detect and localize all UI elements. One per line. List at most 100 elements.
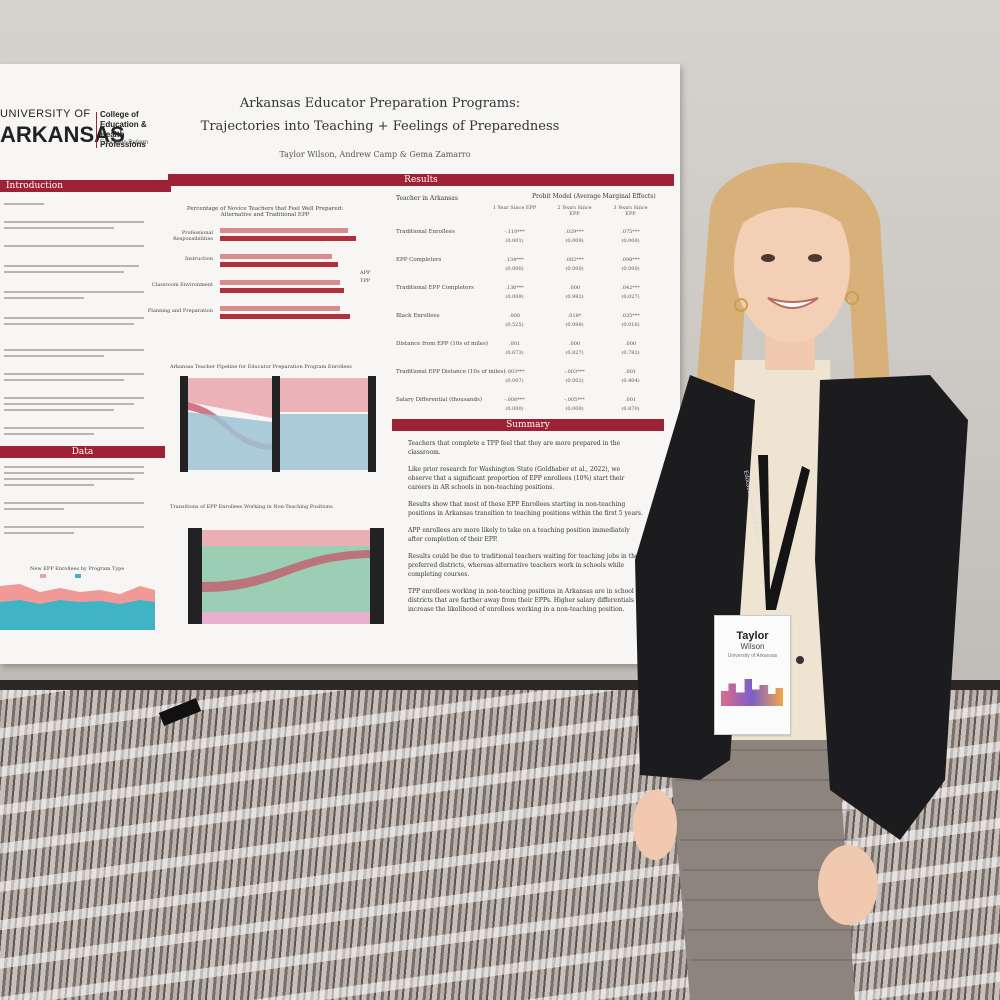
summary-item-5: Results could be due to traditional teac… bbox=[408, 553, 644, 578]
summary-item-3: Results show that most of these EPP Enro… bbox=[408, 501, 643, 517]
logo-university: UNIVERSITY OF bbox=[0, 108, 91, 120]
table-cell-value: .000 bbox=[624, 341, 637, 347]
area-legend-swatch-app bbox=[40, 574, 46, 578]
table-col-3: 3 Years Since EPP bbox=[613, 205, 648, 217]
summary-item-1: Teachers that complete a TPP feel that t… bbox=[408, 440, 621, 456]
table-cell-se: (0.001) bbox=[505, 238, 524, 244]
table-cell-value: .042*** bbox=[621, 285, 640, 291]
sankey1-flow-4 bbox=[280, 378, 368, 412]
name-badge: Taylor Wilson University of Arkansas bbox=[714, 615, 791, 735]
table-row-label: Traditional Enrollees bbox=[396, 229, 455, 235]
table-cell-se: (0.098) bbox=[565, 322, 584, 328]
blazer-right bbox=[815, 375, 968, 840]
houndstooth-trousers bbox=[665, 700, 855, 1000]
table-cell-value: -.003*** bbox=[564, 369, 585, 375]
table-cell-value: .029*** bbox=[565, 229, 584, 235]
table-cell-se: (0.782) bbox=[621, 350, 640, 356]
table-col-2: 2 Years Since EPP bbox=[557, 205, 592, 217]
left-hand bbox=[633, 790, 677, 860]
sankey2-node-start bbox=[188, 528, 202, 624]
introduction-text-lines bbox=[4, 203, 144, 435]
bar-legend-app: APP bbox=[360, 270, 371, 276]
table-cell-se: (0.525) bbox=[505, 322, 524, 328]
sankey1-title: Arkansas Teacher Pipeline for Educator P… bbox=[170, 364, 352, 370]
right-eye bbox=[808, 254, 822, 262]
bar-label-2: Instruction bbox=[184, 256, 213, 262]
bar-label-3: Classroom Environment bbox=[151, 282, 213, 288]
data-text-lines bbox=[4, 466, 144, 534]
bar-tpp-3 bbox=[220, 288, 344, 293]
table-cell-se: (0.000) bbox=[505, 406, 524, 412]
research-poster: UNIVERSITY OF ARKANSAS College of Educat… bbox=[0, 64, 680, 664]
section-data: Data bbox=[0, 446, 165, 458]
table-heading-right: Probit Model (Average Marginal Effects) bbox=[532, 193, 656, 200]
table-cell-se: (0.016) bbox=[621, 322, 640, 328]
sankey1-flow-1 bbox=[188, 378, 272, 418]
table-cell-value: -.008*** bbox=[504, 397, 525, 403]
sankey2-graphic bbox=[188, 528, 384, 624]
area-legend-swatch-tpp bbox=[75, 574, 81, 578]
table-cell-se: (0.000) bbox=[621, 238, 640, 244]
table-cell-value: -.005*** bbox=[564, 397, 585, 403]
table-cell-se: (0.673) bbox=[505, 350, 524, 356]
sankey1-graphic bbox=[180, 376, 376, 472]
table-row-label: Black Enrollees bbox=[396, 313, 440, 319]
bar-app-1 bbox=[220, 228, 348, 233]
probit-results-table: Teacher in Arkansas Probit Model (Averag… bbox=[392, 189, 667, 414]
badge-skyline-graphic bbox=[721, 679, 783, 706]
table-row-label: Distance from EPP (10s of miles) bbox=[396, 341, 488, 347]
sankey1-node-end bbox=[368, 376, 376, 472]
preparedness-bar-chart: Percentage of Novice Teachers that Feel … bbox=[145, 206, 385, 326]
non-teaching-transitions-sankey: Transitions of EPP Enrollees Working in … bbox=[170, 504, 385, 629]
sankey2-node-end bbox=[370, 528, 384, 624]
sankey1-flow-3 bbox=[188, 412, 272, 470]
table-cell-se: (0.000) bbox=[565, 266, 584, 272]
bar-app-4 bbox=[220, 306, 340, 311]
table-cell-value: .001 bbox=[624, 397, 637, 403]
smile bbox=[767, 297, 819, 309]
table-cell-value: .134*** bbox=[505, 257, 524, 263]
table-cell-value: -.003*** bbox=[504, 369, 525, 375]
logo-arkansas: ARKANSAS bbox=[0, 122, 125, 147]
sankey1-node-start bbox=[180, 376, 188, 472]
table-cell-se: (0.982) bbox=[565, 294, 584, 300]
summary-list: Teachers that complete a TPP feel that t… bbox=[400, 439, 645, 622]
bar-chart-title: Percentage of Novice Teachers that Feel … bbox=[186, 206, 344, 218]
table-cell-value: .018* bbox=[567, 313, 582, 319]
table-cell-se: (0.009) bbox=[505, 294, 524, 300]
bar-label-1: Professional Responsibilities bbox=[172, 230, 213, 242]
table-row-label: Traditional EPP Completers bbox=[396, 285, 474, 291]
left-eye bbox=[761, 254, 775, 262]
logo-unit: Education Reform bbox=[100, 140, 149, 146]
summary-item-4: APP enrollees are more likely to take on… bbox=[408, 527, 630, 543]
table-cell-value: .000 bbox=[568, 341, 581, 347]
table-cell-value: .001 bbox=[508, 341, 521, 347]
table-cell-se: (0.000) bbox=[565, 406, 584, 412]
logo-college: College of Education & Health Profession… bbox=[100, 110, 147, 149]
sankey2-flow-1 bbox=[202, 530, 370, 546]
bar-tpp-2 bbox=[220, 262, 338, 267]
table-row-label: EPP Completers bbox=[396, 257, 442, 263]
table-heading-left: Teacher in Arkansas bbox=[396, 195, 458, 202]
table-cell-se: (0.027) bbox=[621, 294, 640, 300]
right-hand bbox=[818, 845, 878, 925]
bar-tpp-1 bbox=[220, 236, 356, 241]
table-row-label: Traditional EPP Distance (10s of miles) bbox=[396, 369, 506, 375]
left-earring bbox=[734, 298, 748, 312]
sankey1-node-mid bbox=[272, 376, 280, 472]
lanyard bbox=[758, 455, 810, 610]
area-series-tpp bbox=[0, 600, 155, 630]
table-cell-value: .082*** bbox=[565, 257, 584, 263]
area-chart: New EPP Enrollees by Program Type bbox=[0, 566, 155, 630]
blazer-button bbox=[796, 656, 804, 664]
table-row-label: Salary Differential (thousands) bbox=[396, 397, 482, 403]
table-cell-se: (0.827) bbox=[565, 350, 584, 356]
table-cell-se: (0.870) bbox=[621, 406, 640, 412]
table-cell-value: .075*** bbox=[621, 229, 640, 235]
table-cell-value: .000 bbox=[568, 285, 581, 291]
university-logo: UNIVERSITY OF ARKANSAS College of Educat… bbox=[0, 106, 160, 166]
hair-fringe bbox=[732, 185, 856, 240]
badge-last-name: Wilson bbox=[740, 642, 765, 651]
badge-org: University of Arkansas bbox=[727, 653, 778, 659]
sankey1-flow-5 bbox=[280, 414, 368, 470]
